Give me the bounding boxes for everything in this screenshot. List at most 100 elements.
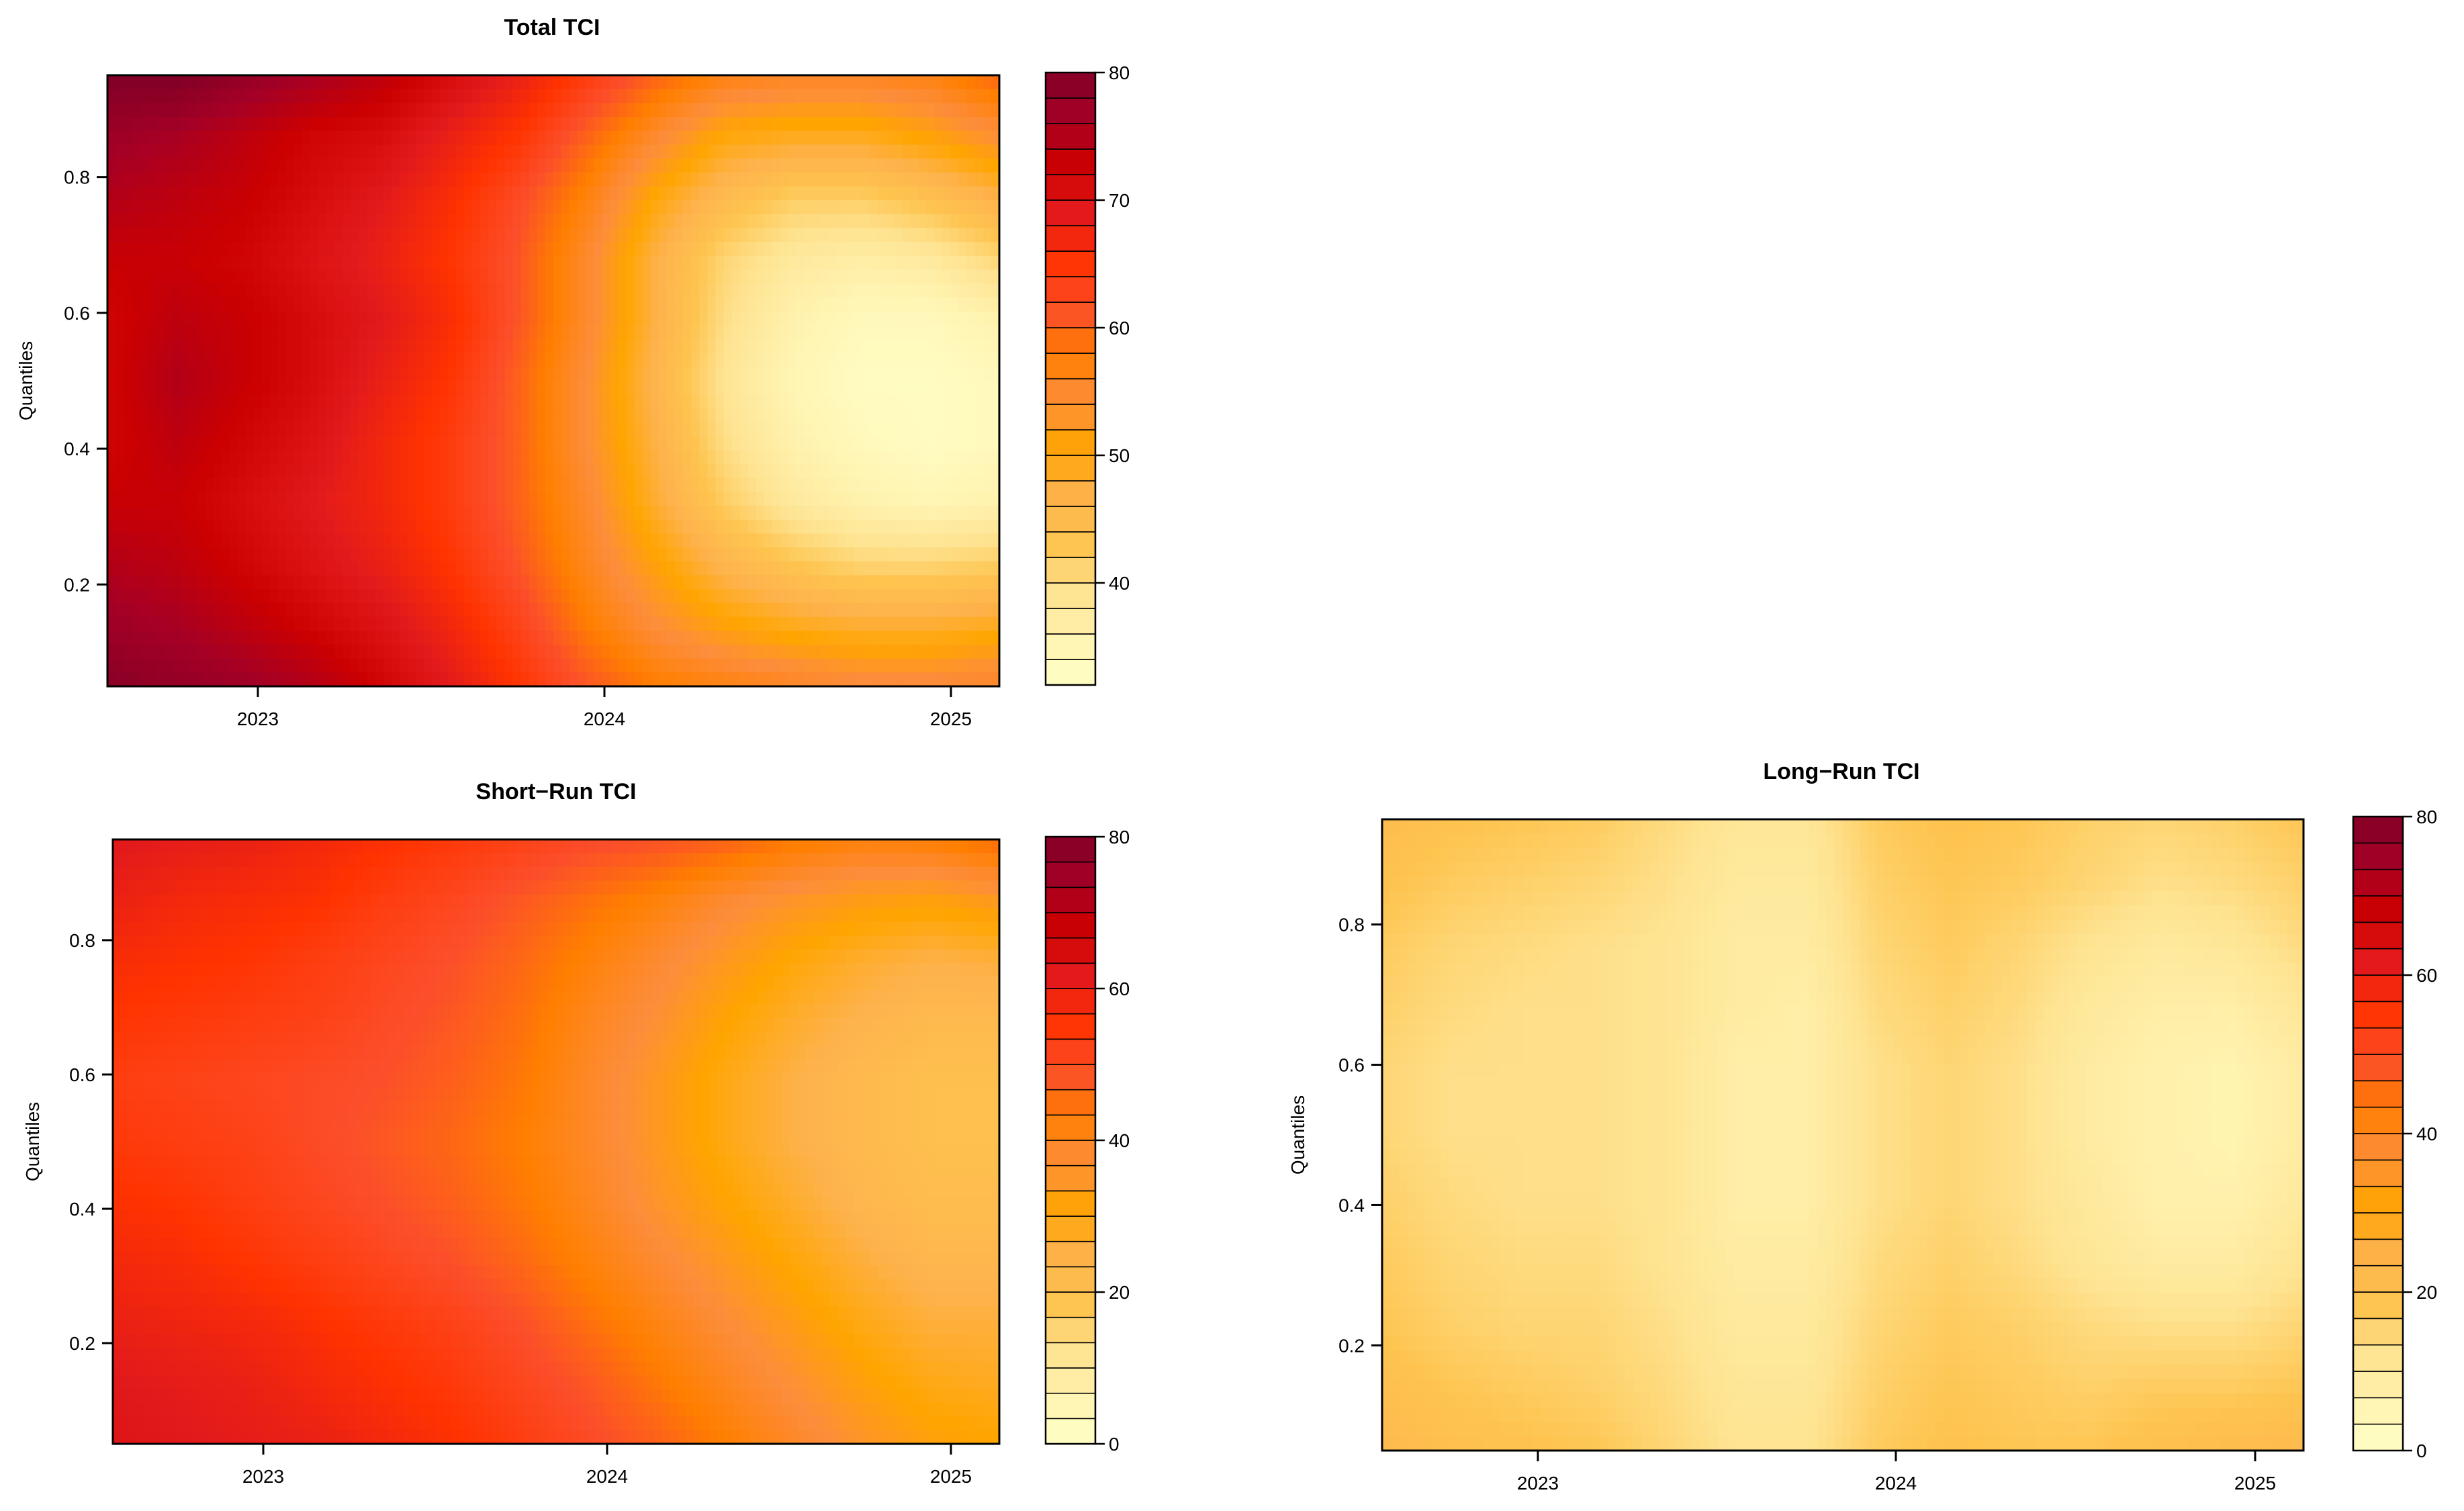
heat-cell xyxy=(918,214,927,229)
heat-cell xyxy=(261,519,271,535)
heat-cell xyxy=(399,311,408,326)
heat-cell xyxy=(626,186,635,201)
heat-cell xyxy=(261,242,271,257)
heat-cell xyxy=(553,144,562,159)
heat-cell xyxy=(156,602,165,618)
heat-cell xyxy=(221,255,230,271)
heat-cell xyxy=(439,242,449,257)
heat-cell xyxy=(545,672,554,687)
heat-cell xyxy=(226,839,234,854)
heat-cell xyxy=(715,631,725,645)
heat-cell xyxy=(910,103,919,118)
heat-cell xyxy=(845,172,854,187)
heat-cell xyxy=(172,103,181,118)
heat-cell xyxy=(164,130,173,146)
heat-cell xyxy=(634,658,643,674)
heat-cell xyxy=(391,381,400,396)
heat-cell xyxy=(237,353,246,368)
heat-cell xyxy=(375,464,384,479)
heat-cell xyxy=(650,394,659,410)
heat-cell xyxy=(569,436,579,451)
heat-cell xyxy=(188,228,197,242)
heat-cell xyxy=(375,658,384,674)
heat-cell xyxy=(212,422,222,437)
heat-cell xyxy=(675,297,684,312)
heat-cell xyxy=(934,158,944,173)
heat-cell xyxy=(910,436,919,451)
heat-cell xyxy=(788,644,797,659)
heat-cell xyxy=(448,200,457,215)
heat-cell xyxy=(293,602,303,618)
heat-cell xyxy=(853,103,862,118)
heat-cell xyxy=(383,477,392,493)
heat-cell xyxy=(459,839,468,854)
heat-cell xyxy=(693,839,702,854)
heat-cell xyxy=(472,325,482,340)
heat-cell xyxy=(261,228,271,242)
heat-cell xyxy=(318,450,327,465)
heat-cell xyxy=(204,353,214,368)
heat-cell xyxy=(602,464,611,479)
heat-cell xyxy=(310,492,319,506)
heat-cell xyxy=(756,283,765,298)
heat-cell xyxy=(504,255,514,271)
heat-cell xyxy=(334,381,343,396)
heat-cell xyxy=(788,89,797,104)
heat-cell xyxy=(594,616,603,632)
heat-cell xyxy=(245,533,255,548)
heat-cell xyxy=(302,325,311,340)
heat-cell xyxy=(683,325,692,340)
heat-cell xyxy=(172,616,181,632)
heat-cell xyxy=(545,255,554,271)
heat-cell xyxy=(966,353,976,368)
heat-cell xyxy=(845,338,854,354)
heat-cell xyxy=(707,533,717,548)
heat-cell xyxy=(634,367,643,381)
heat-cell xyxy=(918,172,927,187)
heat-cell xyxy=(610,436,619,451)
heat-cell xyxy=(277,631,287,645)
heat-cell xyxy=(894,200,903,215)
heat-cell xyxy=(359,367,368,381)
heat-cell xyxy=(861,602,870,618)
heat-cell xyxy=(586,228,595,242)
heat-cell xyxy=(448,477,457,493)
heat-cell xyxy=(431,255,441,271)
heat-cell xyxy=(910,519,919,535)
heat-cell xyxy=(772,631,781,645)
heat-cell xyxy=(602,394,611,410)
heat-cell xyxy=(902,242,911,257)
heat-cell xyxy=(739,242,749,257)
heat-cell xyxy=(124,602,133,618)
heat-cell xyxy=(715,325,725,340)
heat-cell xyxy=(221,158,230,173)
heat-cell xyxy=(618,408,627,423)
heat-cell xyxy=(520,436,530,451)
heat-cell xyxy=(796,533,806,548)
heat-cell xyxy=(326,186,335,201)
heat-cell xyxy=(626,450,635,465)
heat-cell xyxy=(991,228,1000,242)
heat-cell xyxy=(310,89,319,104)
heat-cell xyxy=(634,644,643,659)
heat-cell xyxy=(910,658,919,674)
heat-cell xyxy=(699,283,709,298)
heat-cell xyxy=(164,477,173,493)
heat-cell xyxy=(107,228,116,242)
heat-cell xyxy=(277,561,287,576)
heat-cell xyxy=(764,242,773,257)
heat-cell xyxy=(894,616,903,632)
heat-cell xyxy=(610,644,619,659)
heat-cell xyxy=(545,367,554,381)
heat-cell xyxy=(343,130,351,146)
heat-cell xyxy=(464,464,473,479)
heat-cell xyxy=(634,408,643,423)
heat-cell xyxy=(399,353,408,368)
heat-cell xyxy=(148,616,157,632)
heat-cell xyxy=(602,269,611,285)
heat-cell xyxy=(683,117,692,132)
heat-cell xyxy=(667,658,676,674)
heat-cell xyxy=(124,228,133,242)
heat-cell xyxy=(529,269,538,285)
heat-cell xyxy=(196,103,206,118)
